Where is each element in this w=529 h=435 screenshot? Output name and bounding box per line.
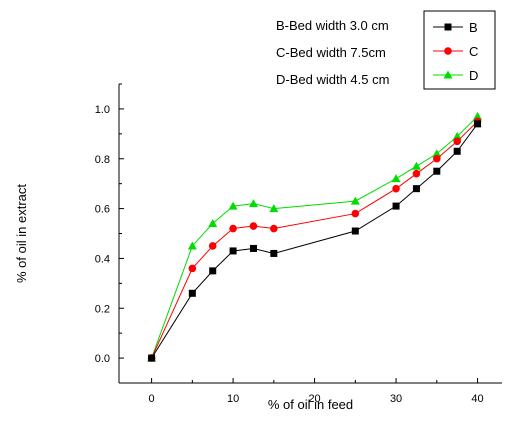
- data-point-c: [229, 224, 237, 233]
- y-tick-label: 0.0: [95, 353, 110, 365]
- legend-marker-b: [444, 23, 452, 31]
- data-point-c: [188, 264, 197, 273]
- data-point-b: [474, 120, 482, 128]
- legend-label-d: D: [469, 68, 478, 83]
- y-tick-label: 0.8: [95, 154, 110, 166]
- data-point-c: [351, 209, 360, 218]
- legend-marker-c: [444, 47, 452, 55]
- series-line-c: [151, 121, 478, 359]
- data-point-c: [270, 224, 278, 233]
- data-point-b: [433, 167, 441, 175]
- data-point-b: [453, 147, 461, 155]
- y-tick-label: 0.2: [95, 303, 110, 315]
- data-point-b: [148, 354, 156, 362]
- data-point-d: [269, 204, 279, 213]
- data-point-b: [351, 227, 359, 235]
- x-tick-label: 40: [471, 393, 483, 405]
- data-point-b: [229, 247, 237, 255]
- legend-box: [423, 10, 496, 90]
- y-tick-label: 0.4: [95, 253, 110, 265]
- data-point-d: [473, 111, 483, 120]
- data-point-d: [391, 174, 401, 183]
- data-point-d: [350, 196, 360, 205]
- y-tick-label: 1.0: [95, 104, 110, 116]
- annotation-b: B-Bed width 3.0 cm: [276, 18, 389, 33]
- data-point-d: [248, 199, 258, 208]
- data-point-c: [208, 242, 217, 250]
- data-point-b: [249, 244, 257, 252]
- data-point-b: [209, 267, 217, 275]
- x-tick-label: 20: [308, 393, 320, 405]
- data-point-d: [432, 149, 442, 158]
- data-point-b: [412, 185, 420, 193]
- data-point-d: [228, 201, 238, 210]
- data-point-c: [392, 184, 400, 193]
- data-point-c: [412, 169, 421, 178]
- series-line-d: [151, 116, 478, 359]
- y-axis-title: % of oil in extract: [14, 184, 29, 283]
- legend-label-b: B: [469, 20, 478, 35]
- data-point-b: [392, 202, 400, 210]
- x-tick-label: 10: [227, 393, 239, 405]
- data-point-c: [453, 137, 461, 146]
- x-tick-label: 30: [390, 393, 402, 405]
- legend-marker-d: [443, 70, 453, 79]
- data-point-b: [270, 249, 278, 257]
- annotation-d: D-Bed width 4.5 cm: [276, 72, 390, 87]
- legend-label-c: C: [469, 44, 478, 59]
- annotation-c: C-Bed width 7.5cm: [276, 45, 386, 60]
- x-axis-title: % of oil in feed: [268, 397, 353, 412]
- data-point-d: [208, 219, 218, 228]
- data-point-c: [433, 154, 441, 163]
- x-tick-label: 0: [149, 393, 155, 405]
- data-point-b: [188, 289, 196, 297]
- data-point-c: [249, 222, 258, 230]
- data-point-d: [187, 241, 197, 250]
- data-point-d: [411, 161, 421, 170]
- y-tick-label: 0.6: [95, 204, 110, 216]
- data-point-d: [452, 131, 462, 140]
